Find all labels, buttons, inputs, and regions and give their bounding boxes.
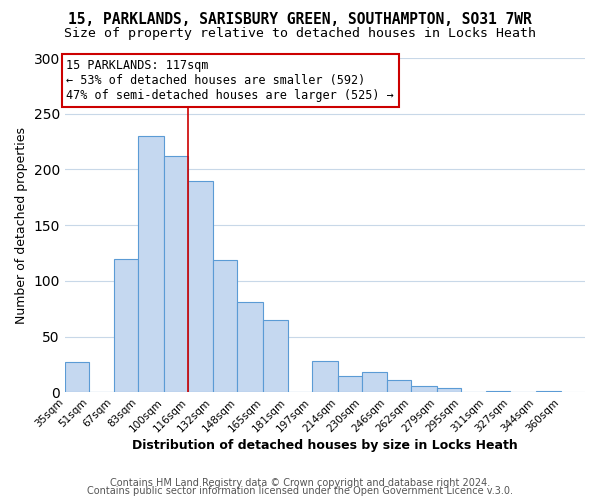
- X-axis label: Distribution of detached houses by size in Locks Heath: Distribution of detached houses by size …: [132, 440, 518, 452]
- Text: Contains public sector information licensed under the Open Government Licence v.: Contains public sector information licen…: [87, 486, 513, 496]
- Bar: [213, 260, 237, 392]
- Bar: [486, 391, 510, 392]
- Text: 15, PARKLANDS, SARISBURY GREEN, SOUTHAMPTON, SO31 7WR: 15, PARKLANDS, SARISBURY GREEN, SOUTHAMP…: [68, 12, 532, 28]
- Text: 15 PARKLANDS: 117sqm
← 53% of detached houses are smaller (592)
47% of semi-deta: 15 PARKLANDS: 117sqm ← 53% of detached h…: [67, 59, 394, 102]
- Bar: [338, 376, 362, 392]
- Bar: [113, 258, 138, 392]
- Bar: [188, 180, 213, 392]
- Bar: [65, 362, 89, 392]
- Text: Size of property relative to detached houses in Locks Heath: Size of property relative to detached ho…: [64, 28, 536, 40]
- Bar: [437, 388, 461, 392]
- Bar: [362, 372, 386, 392]
- Y-axis label: Number of detached properties: Number of detached properties: [15, 126, 28, 324]
- Bar: [386, 380, 411, 392]
- Bar: [536, 391, 560, 392]
- Bar: [164, 156, 188, 392]
- Bar: [312, 361, 338, 392]
- Text: Contains HM Land Registry data © Crown copyright and database right 2024.: Contains HM Land Registry data © Crown c…: [110, 478, 490, 488]
- Bar: [411, 386, 437, 392]
- Bar: [138, 136, 164, 392]
- Bar: [263, 320, 287, 392]
- Bar: [237, 302, 263, 392]
